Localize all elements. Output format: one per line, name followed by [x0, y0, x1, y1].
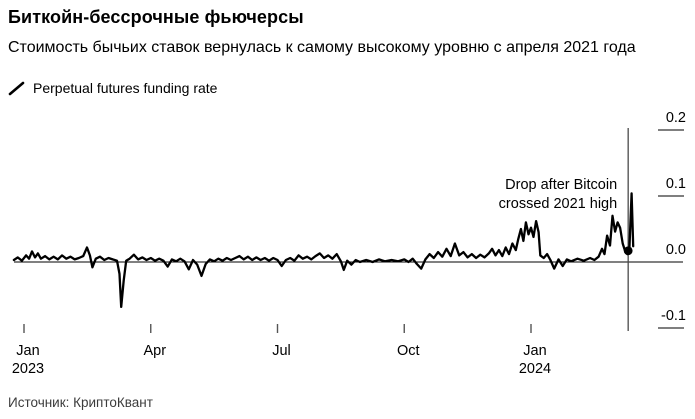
funding-rate-line: [12, 192, 635, 309]
x-tick-label: Jan: [523, 343, 546, 359]
legend-line-marker-icon: [8, 81, 25, 95]
x-tick-label: Jul: [272, 343, 291, 359]
annotation-text: Drop after Bitcoin: [505, 177, 617, 193]
legend-label: Perpetual futures funding rate: [33, 80, 218, 96]
x-tick-label: Jan: [16, 343, 39, 359]
x-tick-label: Apr: [143, 343, 166, 359]
y-tick-label: 0.2: [666, 110, 686, 126]
y-tick-label: 0.1: [666, 176, 686, 192]
x-tick-label: Oct: [397, 343, 420, 359]
chart-subtitle: Стоимость бычьих ставок вернулась к само…: [8, 39, 636, 56]
annotation-text: crossed 2021 high: [499, 196, 618, 212]
y-tick-label: -0.1: [661, 308, 686, 324]
x-tick-label: 2024: [519, 361, 551, 377]
page-title: Биткойн-бессрочные фьючерсы: [8, 7, 304, 27]
chart-legend: Perpetual futures funding rate: [8, 80, 217, 96]
y-tick-label: 0.0: [666, 242, 686, 258]
source-attribution: Источник: КриптоКвант: [8, 395, 153, 410]
x-tick-label: 2023: [12, 361, 44, 377]
last-point-dot: [623, 246, 633, 256]
